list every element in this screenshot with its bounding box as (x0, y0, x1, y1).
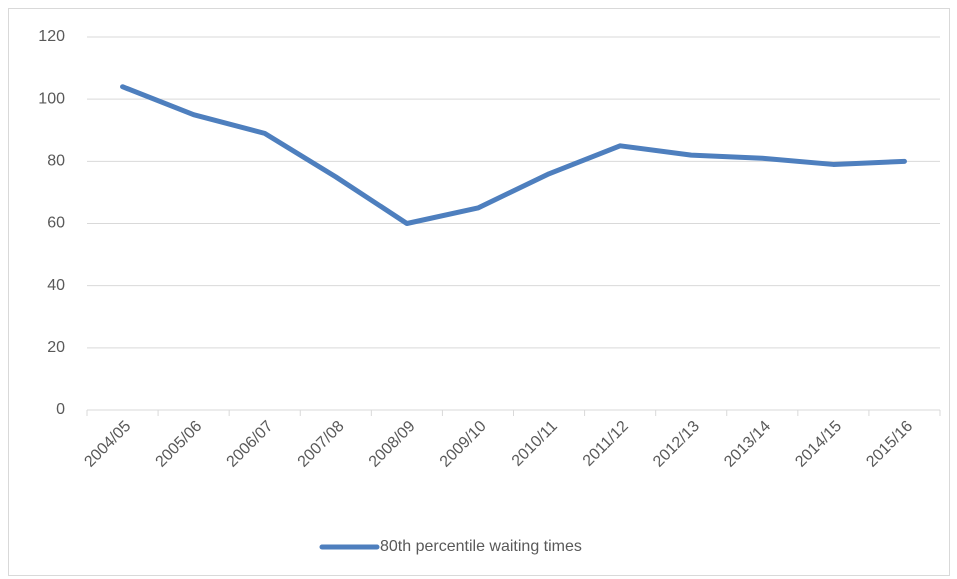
series-line (120, 84, 907, 226)
y-tick-label: 80 (47, 153, 65, 170)
chart-border (8, 8, 950, 576)
y-tick-label: 60 (47, 215, 65, 232)
legend-label: 80th percentile waiting times (380, 538, 582, 555)
y-tick-label: 20 (47, 339, 65, 356)
y-tick-label: 100 (38, 90, 65, 107)
y-tick-label: 0 (56, 401, 65, 418)
y-tick-label: 120 (38, 28, 65, 45)
y-tick-label: 40 (47, 277, 65, 294)
